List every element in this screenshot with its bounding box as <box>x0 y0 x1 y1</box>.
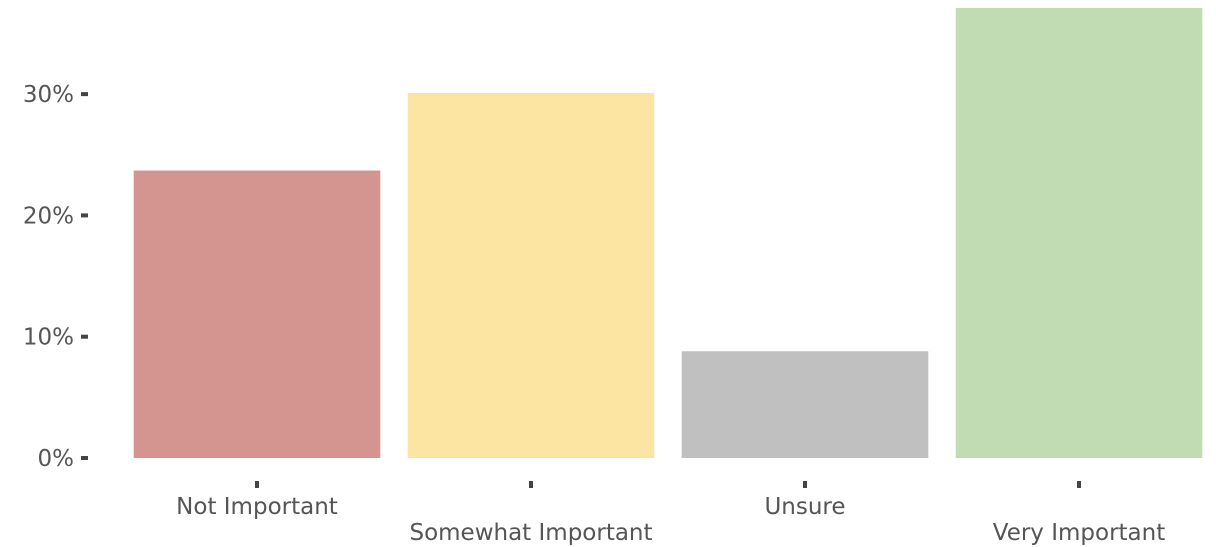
y-tick-label: 10% <box>23 325 74 351</box>
x-tick-label: Somewhat Important <box>409 520 652 546</box>
bars-group <box>133 8 1203 458</box>
y-tick-label: 0% <box>38 446 75 472</box>
bar-very-important <box>955 8 1203 458</box>
bar-not-important <box>133 170 381 458</box>
x-axis: Not Important Somewhat Important Unsure Ver… <box>176 481 1165 546</box>
y-tick-label: 20% <box>23 203 74 229</box>
x-tick-label: Unsure <box>764 494 845 520</box>
bar-somewhat-important <box>407 92 655 458</box>
bar-unsure <box>681 351 929 458</box>
x-tick-label: Not Important <box>176 494 338 520</box>
y-tick-label: 30% <box>23 82 74 108</box>
y-axis: 0% 10% 20% 30% <box>23 82 88 472</box>
x-tick-label: Very Important <box>993 520 1166 546</box>
